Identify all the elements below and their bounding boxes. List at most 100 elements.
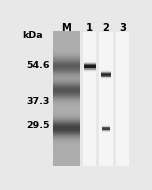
Bar bbox=[53, 109, 80, 110]
Bar bbox=[53, 68, 80, 69]
Bar bbox=[53, 132, 80, 133]
Bar bbox=[53, 37, 80, 38]
Bar bbox=[53, 54, 80, 55]
Bar bbox=[53, 122, 80, 123]
Bar bbox=[102, 127, 110, 128]
Bar bbox=[53, 119, 80, 120]
Bar bbox=[53, 145, 80, 146]
Bar bbox=[102, 125, 110, 126]
Bar bbox=[101, 74, 111, 75]
Bar bbox=[53, 65, 80, 66]
Bar bbox=[53, 77, 80, 78]
Bar bbox=[53, 155, 80, 156]
Bar bbox=[102, 129, 110, 130]
Bar bbox=[53, 164, 80, 165]
Bar bbox=[53, 163, 80, 164]
Bar bbox=[53, 57, 80, 58]
Bar bbox=[84, 66, 96, 67]
Bar bbox=[84, 64, 96, 65]
Bar bbox=[53, 135, 80, 136]
Bar bbox=[53, 31, 80, 32]
Bar bbox=[53, 47, 80, 48]
Bar bbox=[53, 133, 80, 134]
Bar bbox=[53, 136, 80, 137]
Bar bbox=[99, 32, 113, 166]
Bar bbox=[102, 126, 110, 127]
Text: M: M bbox=[61, 23, 71, 33]
Text: kDa: kDa bbox=[22, 31, 43, 40]
Bar bbox=[101, 77, 111, 78]
Bar bbox=[53, 123, 80, 124]
Bar bbox=[53, 141, 80, 142]
Bar bbox=[53, 76, 80, 77]
Bar bbox=[53, 130, 80, 131]
Bar bbox=[53, 35, 80, 36]
Bar bbox=[101, 70, 111, 71]
Bar bbox=[53, 153, 80, 154]
Bar bbox=[53, 39, 80, 40]
Bar bbox=[53, 62, 80, 63]
Text: 54.6: 54.6 bbox=[27, 61, 50, 70]
Bar bbox=[53, 45, 80, 46]
Bar bbox=[53, 37, 80, 38]
Bar bbox=[102, 131, 110, 132]
Bar bbox=[53, 32, 80, 33]
Bar bbox=[53, 111, 80, 112]
Bar bbox=[53, 159, 80, 160]
Bar bbox=[53, 66, 80, 67]
Bar bbox=[53, 144, 80, 145]
Bar bbox=[84, 62, 96, 63]
Bar bbox=[53, 64, 80, 65]
Bar bbox=[53, 78, 80, 79]
Bar bbox=[53, 108, 80, 109]
Bar bbox=[53, 85, 80, 86]
Bar bbox=[53, 85, 80, 86]
Bar bbox=[53, 74, 80, 75]
Bar bbox=[53, 102, 80, 103]
Bar bbox=[53, 56, 80, 57]
Bar bbox=[53, 75, 80, 76]
Bar bbox=[102, 128, 110, 129]
Bar bbox=[53, 103, 80, 104]
Bar bbox=[53, 116, 80, 117]
Bar bbox=[53, 103, 80, 104]
Bar bbox=[84, 71, 96, 72]
Bar bbox=[102, 125, 110, 126]
Bar bbox=[53, 161, 80, 162]
Bar bbox=[53, 150, 80, 151]
Bar bbox=[53, 86, 80, 87]
Bar bbox=[53, 146, 80, 147]
Bar bbox=[53, 52, 80, 53]
Bar bbox=[53, 33, 80, 34]
Bar bbox=[53, 91, 80, 92]
Bar bbox=[84, 65, 96, 66]
Bar bbox=[84, 61, 96, 62]
Bar bbox=[53, 106, 80, 107]
Bar bbox=[101, 72, 111, 73]
Bar bbox=[53, 36, 80, 37]
Bar bbox=[101, 72, 111, 73]
Bar bbox=[53, 97, 80, 98]
Bar bbox=[53, 55, 80, 56]
Bar bbox=[53, 156, 80, 157]
Bar bbox=[53, 137, 80, 138]
Bar bbox=[101, 73, 111, 74]
Bar bbox=[53, 94, 80, 95]
Bar bbox=[53, 126, 80, 127]
Bar bbox=[53, 114, 80, 115]
Bar bbox=[101, 78, 111, 79]
Bar bbox=[101, 77, 111, 78]
Bar bbox=[84, 65, 96, 66]
Bar bbox=[53, 100, 80, 101]
Bar bbox=[53, 88, 80, 89]
Bar bbox=[53, 82, 80, 83]
Bar bbox=[53, 107, 80, 108]
Bar bbox=[102, 130, 110, 131]
Bar bbox=[53, 48, 80, 49]
Bar bbox=[53, 144, 80, 145]
Bar bbox=[53, 42, 80, 43]
Bar bbox=[53, 74, 80, 75]
Bar bbox=[53, 99, 80, 100]
Bar bbox=[84, 66, 96, 67]
Bar bbox=[102, 130, 110, 131]
